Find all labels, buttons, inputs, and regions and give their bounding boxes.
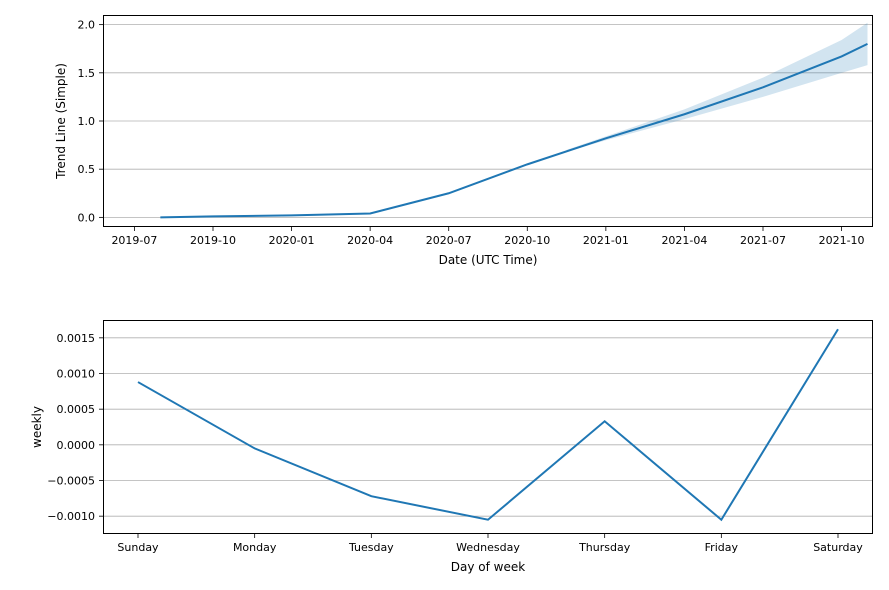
svg-text:−0.0005: −0.0005 bbox=[47, 475, 95, 488]
svg-text:2020-01: 2020-01 bbox=[269, 234, 315, 247]
bottom-chart: SundayMondayTuesdayWednesdayThursdayFrid… bbox=[103, 320, 873, 534]
svg-text:−0.0010: −0.0010 bbox=[47, 510, 95, 523]
svg-text:2021-04: 2021-04 bbox=[661, 234, 707, 247]
svg-text:0.0005: 0.0005 bbox=[57, 403, 96, 416]
svg-text:Saturday: Saturday bbox=[813, 541, 863, 554]
svg-text:2020-10: 2020-10 bbox=[504, 234, 550, 247]
top-chart: 2019-072019-102020-012020-042020-072020-… bbox=[103, 15, 873, 227]
top-x-axis-label: Date (UTC Time) bbox=[439, 253, 538, 267]
figure: 2019-07 2019-10 2020-01 2020-04 2020-07 2020-… bbox=[0, 0, 889, 590]
bottom-weekly-line bbox=[138, 329, 838, 519]
top-y-ticks: 0.0 0.5 1.0 1.5 2.0 bbox=[78, 19, 104, 225]
svg-text:2021-01: 2021-01 bbox=[583, 234, 629, 247]
svg-text:2021-10: 2021-10 bbox=[819, 234, 865, 247]
top-x-ticks: 2019-07 2019-10 2020-01 2020-04 2020-07 2020-… bbox=[111, 227, 864, 247]
svg-text:0.0000: 0.0000 bbox=[57, 439, 96, 452]
svg-text:Friday: Friday bbox=[705, 541, 739, 554]
svg-text:2019-10: 2019-10 bbox=[190, 234, 236, 247]
bottom-y-axis-label: weekly bbox=[30, 406, 44, 448]
svg-text:2019-07: 2019-07 bbox=[111, 234, 157, 247]
svg-text:1.0: 1.0 bbox=[78, 115, 96, 128]
svg-text:Wednesday: Wednesday bbox=[456, 541, 520, 554]
svg-text:Monday: Monday bbox=[233, 541, 277, 554]
svg-text:2020-04: 2020-04 bbox=[347, 234, 393, 247]
top-trend-line bbox=[160, 44, 867, 217]
svg-text:0.0015: 0.0015 bbox=[57, 332, 96, 345]
top-confidence-band bbox=[567, 23, 868, 152]
top-y-grid bbox=[103, 25, 873, 218]
svg-text:0.0010: 0.0010 bbox=[57, 368, 96, 381]
svg-text:Thursday: Thursday bbox=[578, 541, 631, 554]
top-y-axis-label: Trend Line (Simple) bbox=[54, 63, 68, 180]
svg-text:0.0: 0.0 bbox=[78, 211, 96, 224]
bottom-x-ticks: Sunday Monday Tuesday Wednesday Thursday Frid… bbox=[117, 534, 863, 554]
svg-text:0.5: 0.5 bbox=[78, 163, 96, 176]
bottom-y-ticks: −0.0010 −0.0005 0.0000 0.0005 0.0010 0.0015 bbox=[47, 332, 103, 523]
svg-text:Sunday: Sunday bbox=[117, 541, 159, 554]
svg-text:2021-07: 2021-07 bbox=[740, 234, 786, 247]
svg-text:1.5: 1.5 bbox=[78, 67, 96, 80]
bottom-x-axis-label: Day of week bbox=[451, 560, 525, 574]
svg-text:Tuesday: Tuesday bbox=[348, 541, 394, 554]
svg-text:2020-07: 2020-07 bbox=[426, 234, 472, 247]
svg-text:2.0: 2.0 bbox=[78, 19, 96, 32]
